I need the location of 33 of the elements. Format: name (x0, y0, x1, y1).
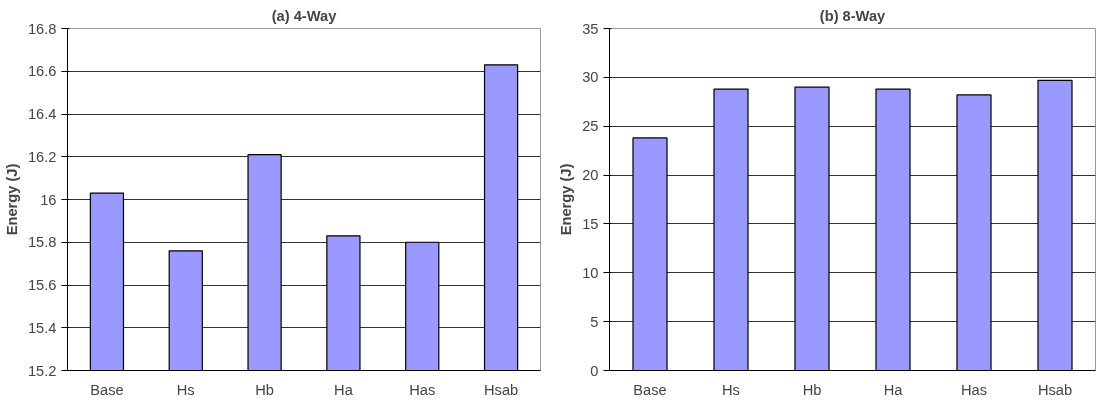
x-tick-label: Base (633, 381, 667, 398)
y-axis-title: Energy (J) (558, 163, 575, 236)
x-tick-label: Has (960, 381, 988, 398)
y-tick-label: 20 (582, 167, 599, 184)
y-tick-label: 15 (582, 215, 599, 232)
y-tick-label: 5 (590, 313, 599, 330)
x-tick-label: Has (409, 381, 436, 398)
chart-title: (a) 4-Way (271, 7, 338, 24)
y-tick-label: 10 (582, 264, 599, 281)
y-tick-label: 15.6 (27, 277, 57, 293)
y-tick-label: 30 (582, 69, 599, 86)
y-tick-label: 16.6 (27, 63, 57, 80)
y-tick-label: 16.2 (27, 148, 57, 165)
x-tick-label: Hs (176, 381, 195, 398)
chart-title: (b) 8-Way (819, 7, 887, 24)
x-tick-label: Base (90, 381, 124, 398)
x-tick-label: Hb (255, 381, 274, 398)
y-tick-label: 15.8 (27, 234, 57, 251)
x-tick-label: Hsab (1037, 381, 1073, 398)
y-tick-label: 0 (590, 362, 599, 379)
y-tick-label: 16 (40, 191, 57, 208)
y-tick-label: 15.2 (27, 362, 57, 379)
y-tick-label: 15.4 (27, 319, 57, 336)
y-axis-title: Energy (J) (3, 163, 20, 236)
x-tick-label: Hb (802, 381, 822, 398)
x-tick-label: Ha (334, 381, 354, 398)
x-tick-label: Hsab (483, 381, 519, 398)
y-tick-label: 16.8 (27, 20, 57, 37)
y-tick-label: 16.4 (27, 106, 57, 122)
x-tick-label: Ha (883, 381, 904, 398)
y-tick-label: 35 (582, 20, 599, 37)
x-tick-label: Hs (722, 381, 740, 398)
y-tick-label: 25 (582, 118, 599, 135)
